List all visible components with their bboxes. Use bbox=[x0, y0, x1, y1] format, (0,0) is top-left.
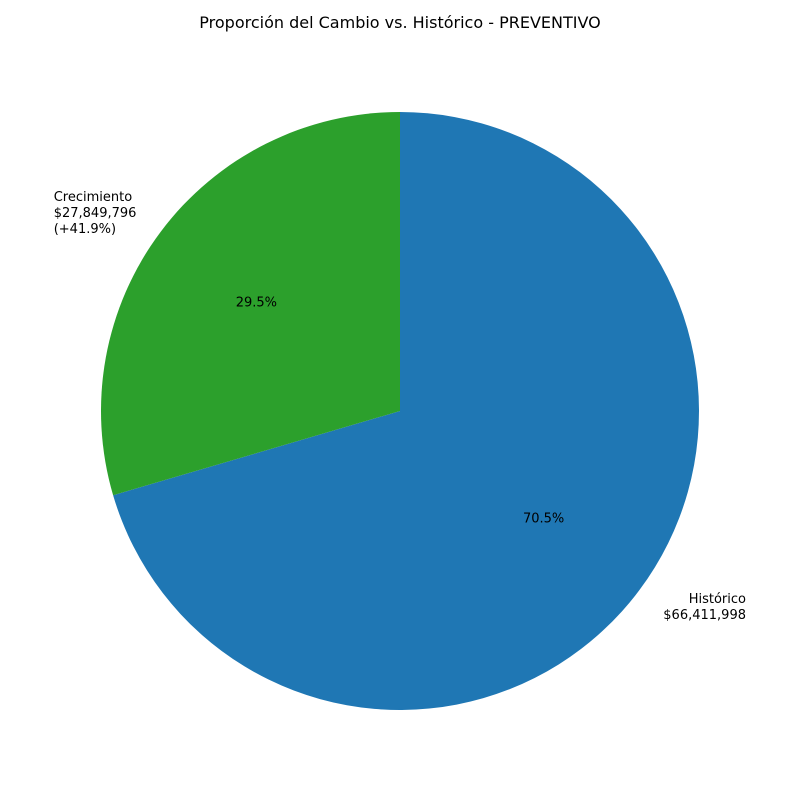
slice-amount: $66,411,998 bbox=[663, 608, 746, 624]
pie-slice-1 bbox=[100, 112, 400, 496]
slice-extra: (+41.9%) bbox=[53, 221, 117, 237]
chart-title: Proporción del Cambio vs. Histórico - PR… bbox=[199, 13, 601, 32]
slice-percent-crecimiento: 29.5% bbox=[235, 295, 278, 311]
slice-label-historico: Histórico $66,411,998 bbox=[663, 592, 746, 624]
slice-percent-historico: 70.5% bbox=[522, 511, 565, 526]
pie-slice-0 bbox=[113, 112, 699, 711]
slice-label-crecimiento: Crecimiento $27,849,796 (+41.9%) bbox=[54, 190, 137, 238]
slice-name: Histórico bbox=[688, 592, 746, 608]
slice-amount: $27,849,796 bbox=[53, 205, 137, 221]
slice-name: Crecimiento bbox=[53, 189, 133, 205]
